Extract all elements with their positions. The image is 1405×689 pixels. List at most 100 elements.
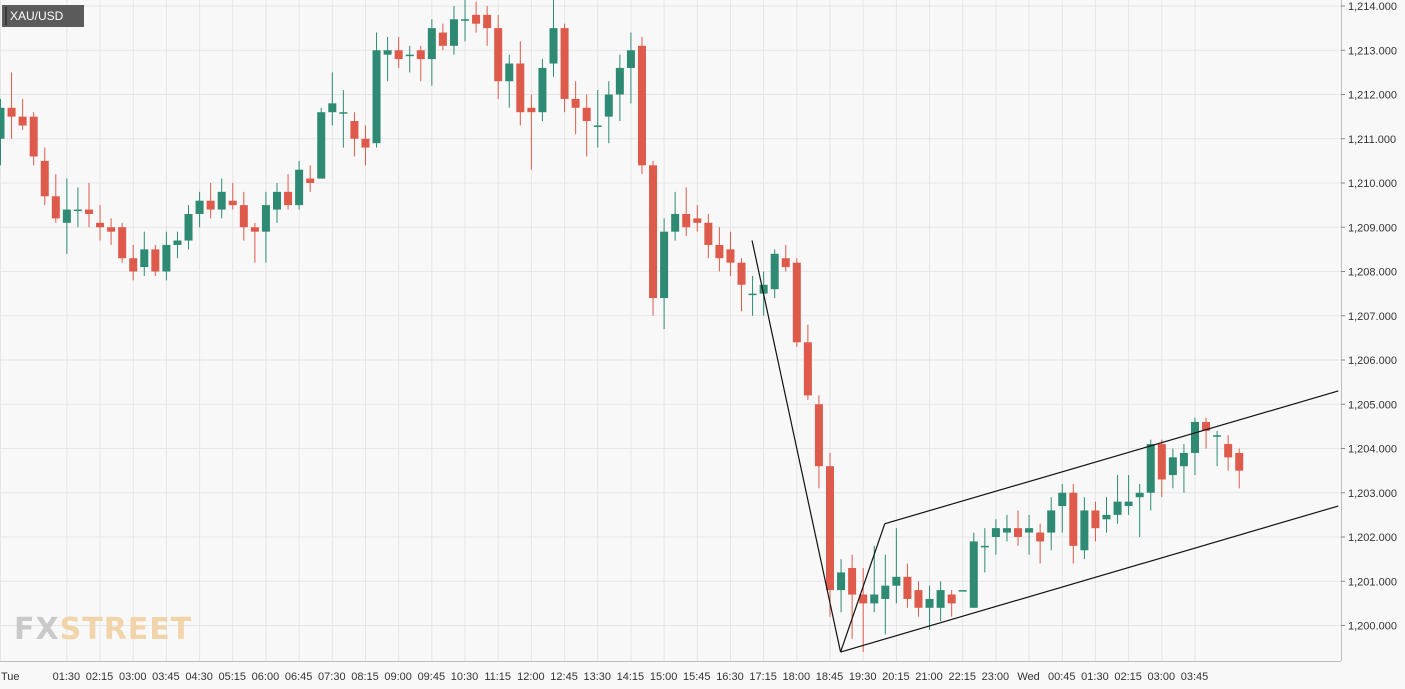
x-tick-label: 16:30 [716, 671, 744, 683]
grid-layer [0, 0, 1341, 661]
candle-body [1224, 444, 1233, 458]
candle-body [405, 54, 414, 57]
candle-body [704, 222, 713, 245]
y-tick-label: 1,205.000 [1348, 399, 1397, 411]
candle-body [549, 28, 558, 64]
x-tick-label: 12:45 [550, 671, 578, 683]
candle-body [416, 50, 425, 60]
x-tick-label: 00:45 [1048, 671, 1076, 683]
x-tick-label: 06:00 [252, 671, 280, 683]
candle-body [848, 567, 857, 595]
trendline-decline-line [751, 240, 842, 653]
x-tick-label: 09:45 [418, 671, 446, 683]
trendlines-layer [751, 240, 1339, 653]
candle-body [925, 598, 934, 608]
candle-body [748, 293, 757, 296]
candle-body [339, 112, 348, 114]
candle-body [217, 191, 226, 210]
fxstreet-logo: FXSTREET [14, 612, 192, 647]
candle-body [328, 103, 337, 113]
x-tick-label: 07:30 [318, 671, 346, 683]
candle-body [626, 50, 635, 68]
x-tick-label: 03:00 [1148, 671, 1176, 683]
candle-body [1135, 492, 1144, 498]
candle-body [826, 466, 834, 591]
candle-body [1113, 501, 1122, 515]
x-tick-label: 20:15 [882, 671, 910, 683]
candle-body [372, 50, 381, 144]
x-tick-label: 13:30 [583, 671, 611, 683]
candle-body [472, 14, 481, 24]
x-tick-label: 08:15 [351, 671, 379, 683]
candle-body [892, 576, 901, 586]
x-tick-label: 01:30 [53, 671, 81, 683]
x-tick-label: 18:45 [816, 671, 844, 683]
y-tick-label: 1,208.000 [1348, 267, 1397, 279]
candle-body [737, 262, 746, 285]
candle-body [671, 213, 680, 232]
y-tick-label: 1,207.000 [1348, 311, 1397, 323]
candle-body [781, 258, 790, 268]
x-tick-label: 10:30 [451, 671, 479, 683]
candle-body [936, 590, 945, 608]
candle-body [803, 342, 812, 396]
x-tick-label: Wed [1017, 671, 1039, 683]
x-tick-label: 14:15 [617, 671, 645, 683]
y-tick-label: 1,213.000 [1348, 45, 1397, 57]
y-tick-label: 1,214.000 [1348, 1, 1397, 13]
candle-body [306, 178, 315, 183]
candle-body [1102, 514, 1111, 520]
trendline-channel-upper [884, 390, 1339, 525]
candle-body [1091, 510, 1100, 529]
candle-body [991, 528, 1000, 537]
candle-body [383, 50, 392, 55]
candle-body [162, 244, 171, 272]
candle-body [449, 19, 458, 46]
candles-layer [0, 0, 1244, 653]
candle-body [682, 213, 691, 228]
candle-body [582, 107, 591, 122]
candle-body [84, 209, 93, 214]
x-tick-label: 23:00 [982, 671, 1010, 683]
candle-body [51, 196, 60, 219]
candle-body [1168, 457, 1177, 476]
candle-body [903, 576, 912, 599]
candle-body [1213, 435, 1222, 437]
candle-body [317, 112, 326, 179]
candle-body [394, 50, 403, 60]
candle-body [483, 14, 492, 29]
candle-body [1235, 452, 1244, 471]
x-tick-label: 02:15 [1114, 671, 1142, 683]
x-tick-label: 15:00 [650, 671, 678, 683]
candle-body [538, 67, 547, 113]
candle-body [571, 98, 580, 108]
candle-body [649, 165, 658, 299]
candle-body [1069, 492, 1078, 546]
y-tick-label: 1,206.000 [1348, 355, 1397, 367]
y-tick-label: 1,204.000 [1348, 444, 1397, 456]
candle-body [1047, 510, 1056, 533]
candle-body [980, 545, 989, 548]
candle-body [759, 284, 768, 294]
candle-body [660, 231, 669, 299]
candle-body [637, 45, 646, 166]
candle-body [140, 249, 149, 268]
flag-icon [5, 7, 7, 25]
x-tick-label: 18:00 [783, 671, 811, 683]
symbol-badge[interactable]: XAU/USD [2, 5, 84, 27]
candle-body [792, 262, 801, 343]
candle-body [837, 572, 846, 591]
candle-body [284, 191, 293, 206]
candle-body [118, 227, 127, 259]
candle-body [1058, 492, 1067, 507]
x-tick-label: 05:15 [218, 671, 246, 683]
candle-body [7, 107, 16, 117]
x-tick-label: 04:30 [185, 671, 213, 683]
y-tick-label: 1,210.000 [1348, 178, 1397, 190]
y-tick-label: 1,209.000 [1348, 222, 1397, 234]
candle-body [184, 213, 193, 241]
x-tick-label: 03:45 [1181, 671, 1209, 683]
